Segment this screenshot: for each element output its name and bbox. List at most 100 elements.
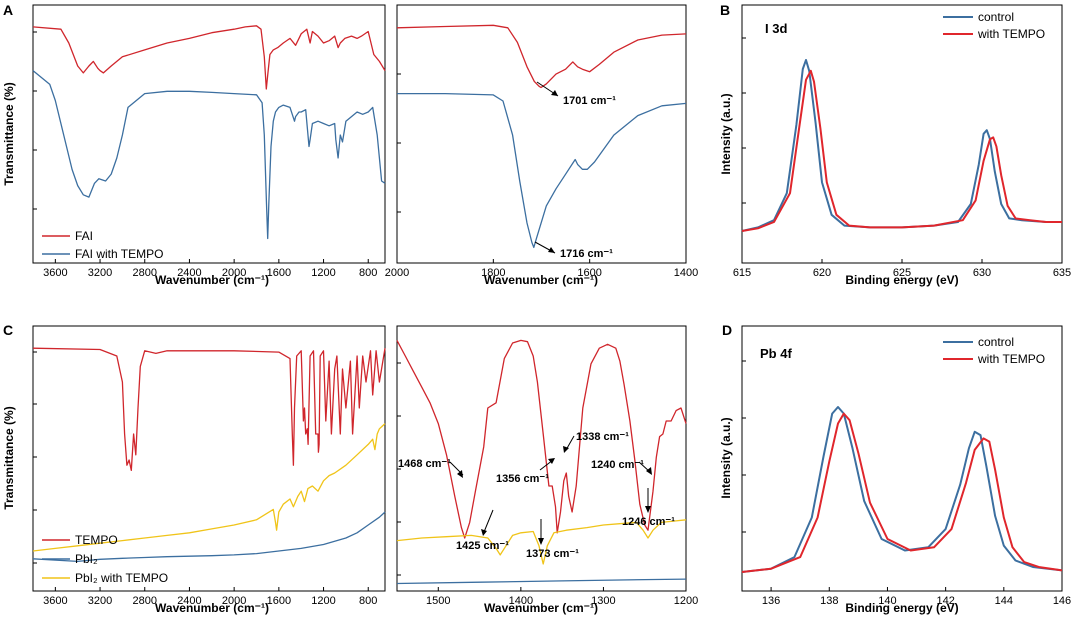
xtick-label: 800 (359, 595, 377, 607)
panel-a-left-ylabel: Transmittance (%) (2, 82, 16, 185)
xtick-label: 3200 (88, 595, 112, 607)
panel-c-left-xlabel: Wavenumber (cm⁻¹) (155, 601, 269, 615)
legend-label-control: control (978, 335, 1014, 349)
xtick-label: 140 (878, 595, 896, 607)
annotation-1246: 1246 cm⁻¹ (622, 516, 675, 528)
panel-a-right-annotations: 1701 cm⁻¹ 1716 cm⁻¹ (534, 81, 616, 260)
xtick-label: 2400 (177, 595, 201, 607)
xtick-label: 1400 (674, 267, 698, 279)
xtick-label: 136 (762, 595, 780, 607)
panel-b-frame (741, 4, 1063, 264)
series-line-tempo (32, 347, 386, 472)
xtick-label: 1800 (481, 267, 505, 279)
panel-a-right-chart: 2000 1800 1600 1400 Wavenumber (cm⁻¹) 1701 … (385, 4, 698, 287)
xtick-label: 146 (1053, 595, 1071, 607)
panel-d-title: Pb 4f (760, 346, 792, 361)
xtick-label: 144 (995, 595, 1013, 607)
series-line-fai (396, 24, 687, 89)
xtick-label: 2000 (222, 267, 246, 279)
panel-d-chart: 136 138 140 142 144 146 Binding energy (eV) I… (719, 325, 1071, 615)
panel-d-yticks (742, 360, 746, 533)
panel-a-right-yticks (397, 73, 401, 213)
panel-b-legend: control with TEMPO (943, 10, 1045, 41)
annotation-1338: 1338 cm⁻¹ (576, 431, 629, 443)
xtick-label: 1200 (674, 595, 698, 607)
series-line-fai (32, 25, 386, 90)
panel-letter-c: C (3, 322, 13, 338)
panel-b-yticks (742, 37, 746, 204)
annotation-arrowhead (646, 467, 652, 475)
panel-c-right-frame (396, 325, 687, 592)
xtick-label: 635 (1053, 267, 1071, 279)
panel-c-left-ylabel: Transmittance (%) (2, 406, 16, 509)
series-line-pbi-with-tempo (396, 519, 687, 565)
panel-a-right-frame (396, 4, 687, 264)
panel-c-left-frame (32, 325, 386, 592)
xtick-label: 2800 (133, 595, 157, 607)
annotation-arrow-1425 (483, 509, 494, 533)
series-line-fai-with-tempo (397, 92, 687, 249)
panel-a-left-legend: FAI FAI with TEMPO (42, 229, 163, 261)
annotation-1701: 1701 cm⁻¹ (563, 95, 616, 107)
panel-c-right-yticks (397, 362, 401, 576)
xtick-label: 620 (813, 267, 831, 279)
series-line-pbi-with-tempo (32, 423, 386, 552)
panel-a-right-xlabel: Wavenumber (cm⁻¹) (484, 273, 598, 287)
annotation-arrowhead (481, 529, 487, 536)
xtick-label: 1600 (577, 267, 601, 279)
annotation-1716: 1716 cm⁻¹ (560, 248, 613, 260)
series-line-control (741, 59, 1062, 232)
panel-c-right-chart: 1500 1400 1300 1200 Wavenumber (cm⁻¹) 1468 … (396, 325, 698, 615)
series-line-with-tempo (741, 412, 1063, 573)
series-line-with-tempo (741, 69, 1062, 232)
panel-c-left-chart: 3600 3200 2800 2400 2000 1600 1200 800 Wavenumb… (2, 325, 386, 615)
legend-label-fai: FAI (75, 229, 93, 243)
panel-b-chart: 615 620 625 630 635 Binding energy (eV) Inte… (719, 4, 1071, 287)
legend-label-tempo: TEMPO (75, 533, 118, 547)
series-line-pbi- (32, 511, 386, 563)
legend-label-with-tempo: with TEMPO (977, 27, 1045, 41)
panel-a-left-chart: 3600 3200 2800 2400 2000 1600 1200 800 Wavenumb… (2, 4, 386, 287)
panel-letter-b: B (720, 2, 730, 18)
panel-b-xlabel: Binding energy (eV) (845, 273, 958, 287)
panel-letter-a: A (3, 2, 13, 18)
annotation-arrowhead (538, 538, 544, 545)
xtick-label: 1300 (591, 595, 615, 607)
panel-b-ylabel: Intensity (a.u.) (719, 93, 733, 174)
xtick-label: 625 (893, 267, 911, 279)
annotation-arrowhead (563, 446, 569, 453)
xtick-label: 3600 (43, 267, 67, 279)
series-line-fai-with-tempo (32, 70, 386, 240)
panel-c-right-xlabel: Wavenumber (cm⁻¹) (484, 601, 598, 615)
panel-d-xlabel: Binding energy (eV) (845, 601, 958, 615)
panel-letter-d: D (722, 322, 732, 338)
xtick-label: 800 (359, 267, 377, 279)
xtick-label: 615 (733, 267, 751, 279)
annotation-arrowhead (551, 90, 558, 96)
annotation-1240: 1240 cm⁻¹ (591, 459, 644, 471)
xtick-label: 1400 (509, 595, 533, 607)
annotation-1468: 1468 cm⁻¹ (398, 458, 451, 470)
xtick-label: 1200 (311, 267, 335, 279)
legend-label-pbi2: PbI₂ (75, 552, 98, 566)
panel-a-left-frame (32, 4, 386, 264)
panel-c-left-legend: TEMPO PbI₂ PbI₂ with TEMPO (42, 533, 168, 585)
panel-d-ylabel: Intensity (a.u.) (719, 417, 733, 498)
panel-d-legend: control with TEMPO (943, 335, 1045, 366)
legend-label-pbi2-tempo: PbI₂ with TEMPO (75, 571, 168, 585)
series-line-pbi- (396, 578, 687, 585)
annotation-arrowhead (645, 506, 651, 513)
legend-label-control: control (978, 10, 1014, 24)
annotation-arrowhead (548, 458, 555, 464)
xtick-label: 2000 (222, 595, 246, 607)
panel-b-title: I 3d (765, 21, 787, 36)
xtick-label: 1200 (311, 595, 335, 607)
xtick-label: 630 (973, 267, 991, 279)
xtick-label: 2400 (177, 267, 201, 279)
annotation-arrowhead (548, 247, 555, 253)
annotation-1373: 1373 cm⁻¹ (526, 548, 579, 560)
xtick-label: 1500 (426, 595, 450, 607)
legend-label-fai-tempo: FAI with TEMPO (75, 247, 163, 261)
xtick-label: 2800 (133, 267, 157, 279)
